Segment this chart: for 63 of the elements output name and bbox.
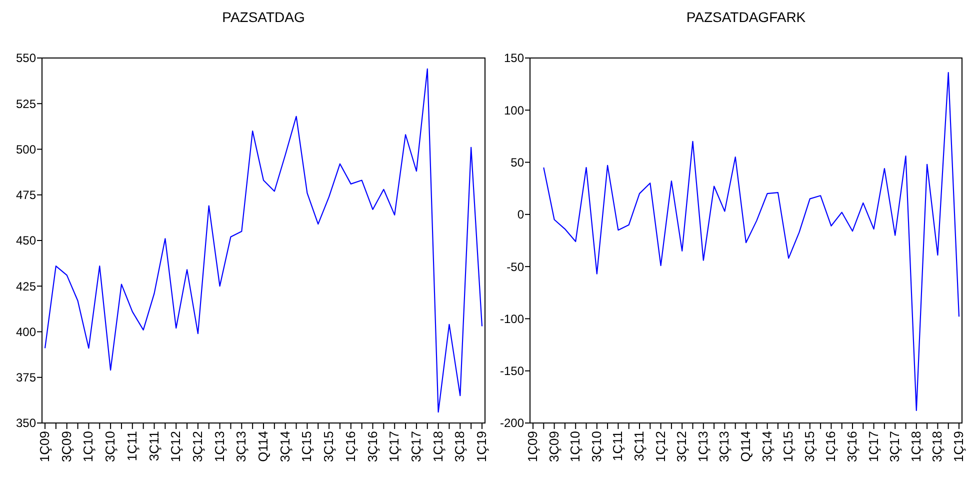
chart-title: PAZSATDAG	[222, 9, 305, 25]
y-tick-label: 450	[16, 234, 36, 248]
x-tick-label: 3Ç17	[408, 431, 424, 462]
x-tick-label: 3Ç09	[58, 431, 74, 462]
x-tick-label: 1Ç19	[951, 431, 966, 462]
x-tick-label: 3Ç13	[234, 431, 249, 462]
x-tick-label: 3Ç10	[102, 431, 118, 462]
y-tick-label: 0	[517, 208, 524, 222]
x-tick-label: 3Ç11	[632, 431, 646, 462]
x-tick-label: 3Ç14	[277, 431, 292, 462]
y-tick-label: 350	[16, 416, 36, 430]
y-tick-label: 500	[16, 142, 36, 156]
x-tick-label: 3Ç11	[146, 431, 162, 462]
x-tick-label: 1Ç13	[695, 431, 710, 462]
x-tick-label: 1Ç11	[610, 431, 626, 462]
line-series	[44, 68, 483, 413]
x-tick-label: 3Ç12	[674, 431, 690, 462]
x-tick-label: 1Ç17	[386, 431, 402, 462]
x-tick-label: 1Ç13	[212, 431, 227, 462]
y-tick-label: -100	[500, 312, 524, 326]
x-tick-label: 1Ç17	[866, 431, 881, 462]
x-tick-label: 1Ç09	[37, 431, 52, 462]
x-tick-label: 1Ç18	[908, 431, 924, 462]
y-tick-label: 475	[16, 188, 36, 202]
x-tick-label: 3Ç18	[452, 431, 468, 462]
x-tick-label: 3Ç18	[930, 431, 945, 462]
y-tick-label: 375	[16, 370, 36, 385]
y-tick-label: 525	[16, 96, 36, 111]
y-tick-label: -150	[500, 364, 524, 378]
x-tick-label: 3Ç16	[364, 431, 380, 462]
y-tick-label: 550	[16, 51, 36, 66]
x-tick-label: 3Ç10	[588, 431, 604, 462]
chart-title: PAZSATDAGFARK	[686, 9, 806, 25]
y-tick-label: 400	[16, 324, 36, 339]
x-tick-label: Q114	[738, 431, 753, 462]
x-tick-label: Q114	[256, 431, 270, 462]
x-tick-label: 3Ç17	[887, 431, 902, 462]
y-tick-label: 100	[504, 103, 524, 118]
x-tick-label: 1Ç12	[168, 431, 184, 462]
y-tick-label: 50	[510, 155, 524, 170]
y-tick-label: 425	[16, 279, 36, 294]
x-tick-label: 1Ç16	[342, 431, 358, 462]
x-tick-label: 1Ç18	[430, 431, 446, 462]
y-tick-label: 150	[504, 51, 524, 66]
x-tick-label: 1Ç09	[525, 431, 540, 462]
x-tick-label: 1Ç10	[80, 431, 96, 462]
x-tick-label: 3Ç16	[844, 431, 860, 462]
x-tick-label: 1Ç10	[568, 431, 583, 462]
y-tick-label: -50	[506, 260, 524, 274]
x-tick-label: 3Ç12	[190, 431, 205, 462]
x-tick-label: 1Ç16	[823, 431, 838, 462]
line-series	[543, 72, 960, 412]
x-tick-label: 1Ç19	[474, 431, 489, 462]
x-tick-label: 3Ç14	[759, 431, 774, 462]
x-tick-label: 3Ç15	[321, 431, 336, 462]
x-tick-label: 1Ç11	[124, 431, 140, 462]
y-tick-label: -200	[500, 416, 524, 430]
x-tick-label: 3Ç13	[716, 431, 732, 462]
x-tick-label: 3Ç09	[546, 431, 562, 462]
x-tick-label: 1Ç15	[299, 431, 314, 462]
x-tick-label: 3Ç15	[802, 431, 817, 462]
x-tick-label: 1Ç12	[652, 431, 668, 462]
x-tick-label: 1Ç15	[780, 431, 796, 462]
